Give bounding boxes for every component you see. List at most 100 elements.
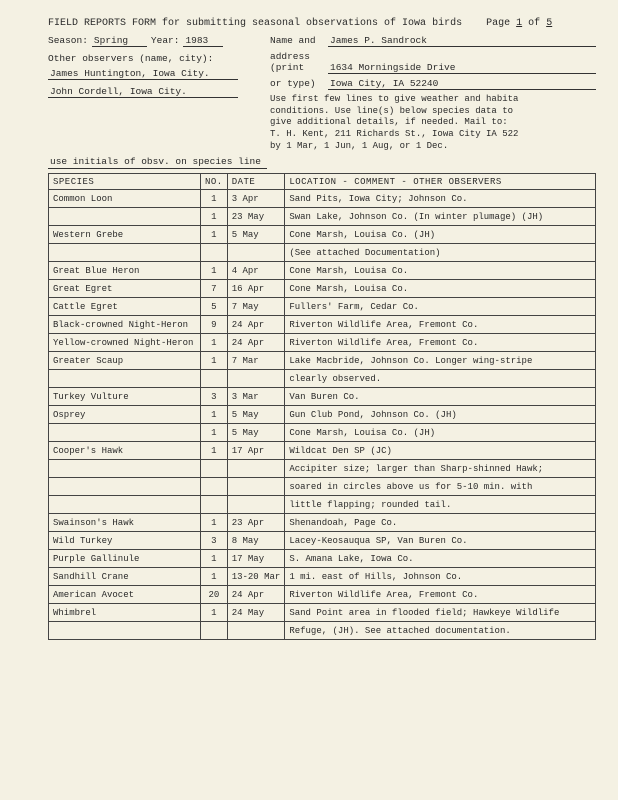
table-row: ✓Osprey15 MayGun Club Pond, Johnson Co. … [49, 406, 596, 424]
count-cell: 1 [201, 550, 228, 568]
page-label: Page [486, 18, 510, 29]
date-cell: 4 Apr [227, 262, 285, 280]
location-cell: Riverton Wildlife Area, Fremont Co. [285, 586, 596, 604]
location-cell: Shenandoah, Page Co. [285, 514, 596, 532]
date-cell: 5 May [227, 424, 285, 442]
instructions-block: Use first few lines to give weather and … [270, 94, 596, 152]
count-cell: 1 [201, 262, 228, 280]
species-cell [49, 244, 201, 262]
species-cell [49, 622, 201, 640]
count-cell: 1 [201, 190, 228, 208]
table-row: (See attached Documentation) [49, 244, 596, 262]
location-cell: Fullers' Farm, Cedar Co. [285, 298, 596, 316]
species-cell: •Sandhill Crane [49, 568, 201, 586]
addr-label-3: or type) [270, 78, 324, 89]
species-name: American Avocet [53, 590, 134, 600]
location-cell: clearly observed. [285, 370, 596, 388]
table-row: ✓Cooper's Hawk117 AprWildcat Den SP (JC) [49, 442, 596, 460]
addr-label-2: (print [270, 62, 324, 73]
count-cell: 1 [201, 208, 228, 226]
header-location: LOCATION - COMMENT - OTHER OBSERVERS [285, 174, 596, 190]
name-label: Name and [270, 35, 324, 46]
location-cell: Cone Marsh, Louisa Co. (JH) [285, 226, 596, 244]
count-cell: 1 [201, 604, 228, 622]
species-name: Osprey [53, 410, 85, 420]
species-name: Swainson's Hawk [53, 518, 134, 528]
table-row: ✓Wild Turkey38 MayLacey-Keosauqua SP, Va… [49, 532, 596, 550]
species-cell: ✓Osprey [49, 406, 201, 424]
date-cell: 17 Apr [227, 442, 285, 460]
table-row: ✓Common Loon13 AprSand Pits, Iowa City; … [49, 190, 596, 208]
species-name: Yellow-crowned Night-Heron [53, 338, 193, 348]
species-name: Great Blue Heron [53, 266, 139, 276]
date-cell: 5 May [227, 406, 285, 424]
count-cell [201, 244, 228, 262]
count-cell [201, 460, 228, 478]
observer-1: James Huntington, Iowa City. [48, 68, 238, 80]
count-cell: 5 [201, 298, 228, 316]
count-cell: 1 [201, 406, 228, 424]
table-row: ✓Western Grebe15 MayCone Marsh, Louisa C… [49, 226, 596, 244]
table-row: Accipiter size; larger than Sharp-shinne… [49, 460, 596, 478]
species-cell: ✓Cooper's Hawk [49, 442, 201, 460]
addr-line-2: Iowa City, IA 52240 [328, 78, 596, 90]
location-cell: Riverton Wildlife Area, Fremont Co. [285, 316, 596, 334]
inst-3: give additional details, if needed. Mail… [270, 117, 596, 129]
page-of: of [528, 18, 540, 29]
location-cell: Riverton Wildlife Area, Fremont Co. [285, 334, 596, 352]
count-cell [201, 478, 228, 496]
table-row: ✓Cattle Egret57 MayFullers' Farm, Cedar … [49, 298, 596, 316]
date-cell: 24 Apr [227, 334, 285, 352]
year-value: 1983 [183, 35, 223, 47]
table-row: Great Blue Heron 14 AprCone Marsh, Louisa… [49, 262, 596, 280]
species-table: SPECIES NO. DATE LOCATION - COMMENT - OT… [48, 173, 596, 640]
count-cell: 1 [201, 352, 228, 370]
species-name: Greater Scaup [53, 356, 123, 366]
count-cell: 3 [201, 388, 228, 406]
species-name: Cattle Egret [53, 302, 118, 312]
location-cell: Swan Lake, Johnson Co. (In winter plumag… [285, 208, 596, 226]
species-cell: ✓Swainson's Hawk [49, 514, 201, 532]
date-cell: 13-20 Mar [227, 568, 285, 586]
date-cell [227, 496, 285, 514]
initials-note: use initials of obsv. on species line [48, 156, 267, 169]
species-name: Sandhill Crane [53, 572, 129, 582]
count-cell [201, 622, 228, 640]
year-label: Year: [151, 35, 180, 46]
table-row: ✓123 MaySwan Lake, Johnson Co. (In winte… [49, 208, 596, 226]
header-block: Season: Spring Year: 1983 Other observer… [48, 35, 596, 152]
header-date: DATE [227, 174, 285, 190]
observer-2: John Cordell, Iowa City. [48, 86, 238, 98]
table-row: little flapping; rounded tail. [49, 496, 596, 514]
species-cell: ✓Whimbrel [49, 604, 201, 622]
season-label: Season: [48, 35, 88, 46]
table-header-row: SPECIES NO. DATE LOCATION - COMMENT - OT… [49, 174, 596, 190]
species-cell: ✓Great Egret [49, 280, 201, 298]
species-name: Purple Gallinule [53, 554, 139, 564]
location-cell: Cone Marsh, Louisa Co. [285, 262, 596, 280]
table-row: ✓Whimbrel124 MaySand Point area in flood… [49, 604, 596, 622]
species-cell: ✓American Avocet [49, 586, 201, 604]
table-row: ✓Black-crowned Night-Heron924 AprRiverto… [49, 316, 596, 334]
count-cell: 1 [201, 442, 228, 460]
date-cell: 7 May [227, 298, 285, 316]
date-cell: 24 May [227, 604, 285, 622]
species-cell: ✓Greater Scaup [49, 352, 201, 370]
date-cell: 23 Apr [227, 514, 285, 532]
location-cell: Wildcat Den SP (JC) [285, 442, 596, 460]
location-cell: Cone Marsh, Louisa Co. [285, 280, 596, 298]
species-name: Cooper's Hawk [53, 446, 123, 456]
count-cell: 1 [201, 424, 228, 442]
date-cell [227, 478, 285, 496]
species-name: Black-crowned Night-Heron [53, 320, 188, 330]
count-cell: 3 [201, 532, 228, 550]
count-cell: 20 [201, 586, 228, 604]
form-title: FIELD REPORTS FORM for submitting season… [48, 18, 596, 29]
table-body: ✓Common Loon13 AprSand Pits, Iowa City; … [49, 190, 596, 640]
location-cell: soared in circles above us for 5-10 min.… [285, 478, 596, 496]
addr-line-1: 1634 Morningside Drive [328, 62, 596, 74]
species-cell [49, 460, 201, 478]
location-cell: Accipiter size; larger than Sharp-shinne… [285, 460, 596, 478]
species-cell: ✓Western Grebe [49, 226, 201, 244]
page-total: 5 [546, 18, 552, 29]
